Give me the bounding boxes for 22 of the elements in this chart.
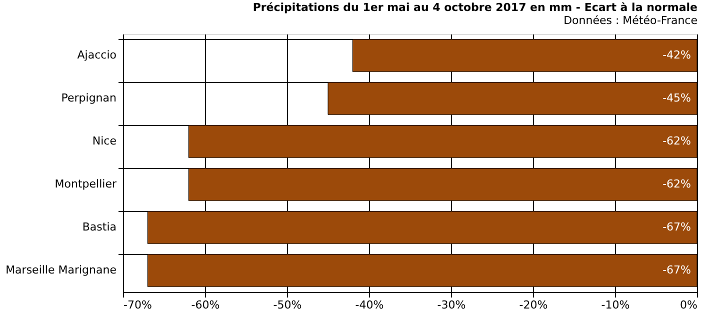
y-tick-label: Marseille Marignane xyxy=(6,264,117,276)
x-tick-label: -60% xyxy=(191,298,220,312)
x-tick-label: 0% xyxy=(680,298,698,312)
x-tick-label: -10% xyxy=(601,298,630,312)
y-tick-label: Nice xyxy=(92,134,117,148)
data-label: -62% xyxy=(662,134,691,148)
data-label: -67% xyxy=(662,220,691,234)
x-tick-label: -40% xyxy=(355,298,384,312)
x-tick-label: -50% xyxy=(273,298,302,312)
x-tick-label: -30% xyxy=(437,298,466,312)
y-tick-label: Bastia xyxy=(82,220,116,234)
y-tick-label: Ajaccio xyxy=(77,48,117,62)
data-label: -42% xyxy=(662,48,691,62)
data-label: -45% xyxy=(662,92,691,104)
chart-subtitle: Données : Météo-France xyxy=(564,14,698,27)
data-label: -67% xyxy=(662,264,691,276)
x-tick-label: -20% xyxy=(519,298,548,312)
x-tick-label: -70% xyxy=(124,298,152,312)
y-tick-label: Perpignan xyxy=(61,92,117,104)
chart-title: Précipitations du 1er mai au 4 octobre 2017 en mm - Ecart à la normale xyxy=(252,1,698,14)
data-label: -62% xyxy=(662,178,691,190)
y-tick-label: Montpellier xyxy=(54,178,117,190)
